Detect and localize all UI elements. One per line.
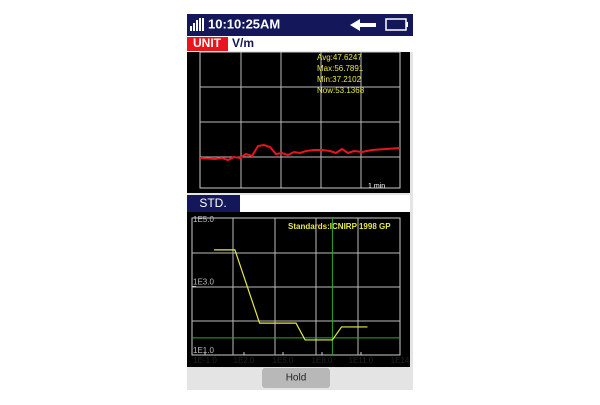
std-tab[interactable] bbox=[187, 195, 240, 212]
x-tick-label: 1E14 bbox=[391, 356, 410, 365]
hold-button[interactable] bbox=[262, 368, 330, 388]
y-tick-label: 1E1.0 bbox=[193, 346, 214, 355]
unit-label: UNIT bbox=[193, 36, 222, 50]
trend-grid bbox=[200, 52, 400, 188]
time-scale: 1 min bbox=[368, 183, 385, 190]
tab-bar bbox=[240, 195, 410, 212]
limit-line bbox=[214, 249, 368, 341]
back-icon[interactable] bbox=[350, 19, 376, 31]
trend-trace bbox=[199, 143, 401, 162]
std-panel bbox=[187, 212, 410, 367]
signal-icon bbox=[190, 18, 204, 31]
clock: 10:10:25AM bbox=[208, 16, 280, 31]
stat: Avg:47.6247 bbox=[317, 53, 362, 62]
trend-frame bbox=[199, 51, 401, 189]
stat: Max:56.7891 bbox=[317, 64, 364, 73]
x-tick-label: 1E5.0 bbox=[273, 356, 294, 365]
x-tick-label: 1E-1.0 bbox=[193, 356, 217, 365]
unit-bar bbox=[187, 36, 413, 52]
unit-badge bbox=[187, 37, 228, 51]
std-grid bbox=[192, 218, 400, 355]
standard-label: Standards:ICNIRP 1998 GP bbox=[288, 222, 391, 231]
y-tick-label: 1E3.0 bbox=[193, 278, 214, 287]
x-tick-label: 1E11.0 bbox=[349, 356, 374, 365]
battery-tip bbox=[406, 22, 408, 27]
status-bar bbox=[187, 14, 413, 36]
hold-label: Hold bbox=[286, 373, 307, 384]
stat: Now:53.1368 bbox=[317, 86, 365, 95]
y-tick-label: 1E5.0 bbox=[193, 215, 214, 224]
x-tick-label: 1E8.0 bbox=[312, 356, 333, 365]
unit-value: V/m bbox=[232, 36, 254, 50]
std-tab-label: STD. bbox=[199, 196, 226, 210]
stat: Min:37.2102 bbox=[317, 75, 362, 84]
x-tick-label: 1E2.0 bbox=[234, 356, 255, 365]
